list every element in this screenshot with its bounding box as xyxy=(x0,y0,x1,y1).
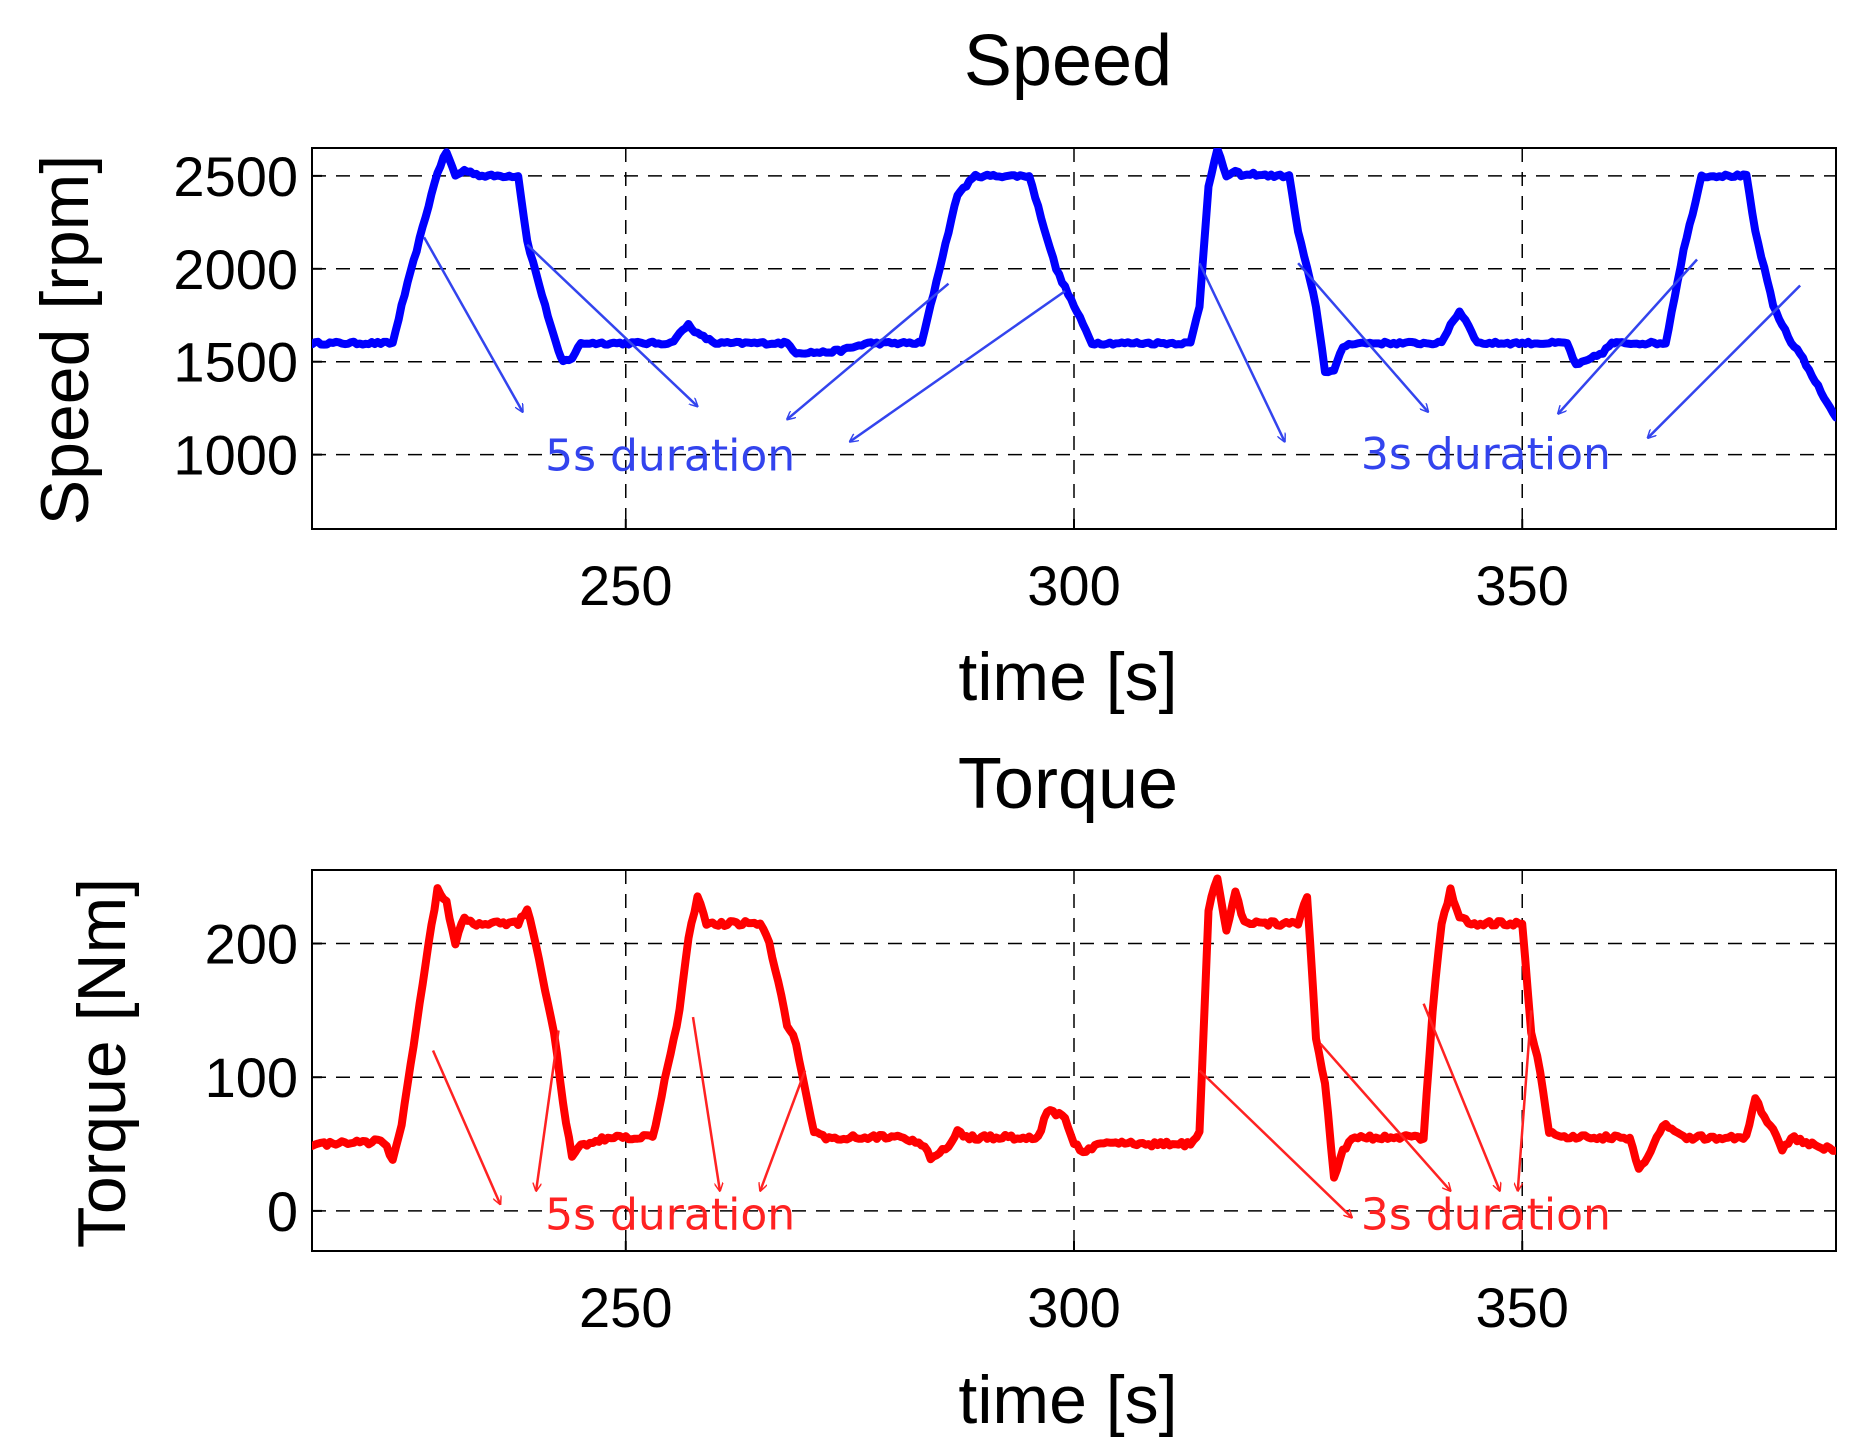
speed-chart-title: Speed xyxy=(964,21,1172,101)
speed-annotation-arrow xyxy=(1198,262,1285,441)
speed-annotation-arrow xyxy=(1648,284,1802,438)
speed-y-tick-label: 1500 xyxy=(173,331,298,394)
speed-annotation-arrow xyxy=(787,282,950,420)
speed-annotation-arrow xyxy=(1558,258,1698,414)
torque-duration-annotation: 3s duration xyxy=(1361,1190,1611,1241)
torque-y-tick-label: 0 xyxy=(267,1180,298,1243)
torque-annotation-arrow xyxy=(1198,1069,1352,1218)
torque-y-axis-label: Torque [Nm] xyxy=(64,878,140,1248)
speed-series-line xyxy=(312,148,1836,422)
speed-x-axis-label: time [s] xyxy=(958,639,1177,715)
torque-annotations: 5s duration 3s duration xyxy=(431,1003,1611,1241)
torque-ticks: 250 300 350 0 100 200 xyxy=(205,913,1569,1339)
speed-annotations: 5s duration 3s duration xyxy=(422,236,1802,482)
torque-x-tick-label: 350 xyxy=(1476,1276,1569,1339)
torque-series-line xyxy=(312,874,1836,1182)
torque-x-tick-label: 300 xyxy=(1027,1276,1120,1339)
speed-x-tick-label: 250 xyxy=(579,554,672,617)
speed-duration-annotation: 5s duration xyxy=(545,431,795,482)
speed-y-tick-label: 1000 xyxy=(173,424,298,487)
torque-duration-annotation: 5s duration xyxy=(545,1190,795,1241)
torque-y-tick-label: 200 xyxy=(205,913,298,976)
torque-annotation-arrow xyxy=(1422,1003,1500,1191)
speed-y-axis-label: Speed [rpm] xyxy=(27,155,103,525)
speed-panel: Speed 250 300 350 1000 1500 2000 2500 5s durat… xyxy=(27,21,1837,715)
torque-annotation-arrow xyxy=(1518,1010,1533,1190)
speed-x-tick-label: 300 xyxy=(1027,554,1120,617)
speed-data xyxy=(312,148,1836,422)
speed-annotation-arrow xyxy=(1297,262,1428,412)
speed-y-tick-label: 2500 xyxy=(173,145,298,208)
torque-y-tick-label: 100 xyxy=(205,1046,298,1109)
speed-ticks: 250 300 350 1000 1500 2000 2500 xyxy=(173,145,1569,617)
torque-annotation-arrow xyxy=(691,1016,720,1191)
speed-annotation-arrow xyxy=(422,236,523,412)
torque-annotation-arrow xyxy=(760,1070,807,1191)
torque-annotation-arrow xyxy=(431,1049,500,1204)
torque-annotation-arrow xyxy=(1319,1042,1451,1191)
speed-x-tick-label: 350 xyxy=(1476,554,1569,617)
torque-annotation-arrow xyxy=(536,1030,560,1190)
speed-annotation-arrow xyxy=(526,243,697,407)
torque-data xyxy=(312,874,1836,1182)
speed-y-tick-label: 2000 xyxy=(173,238,298,301)
torque-chart-title: Torque xyxy=(958,744,1178,824)
torque-x-tick-label: 250 xyxy=(579,1276,672,1339)
torque-panel: Torque 250 300 350 0 100 200 5s duration 3s du… xyxy=(64,744,1837,1438)
speed-duration-annotation: 3s duration xyxy=(1361,429,1611,480)
torque-x-axis-label: time [s] xyxy=(958,1362,1177,1438)
speed-annotation-arrow xyxy=(850,290,1066,442)
